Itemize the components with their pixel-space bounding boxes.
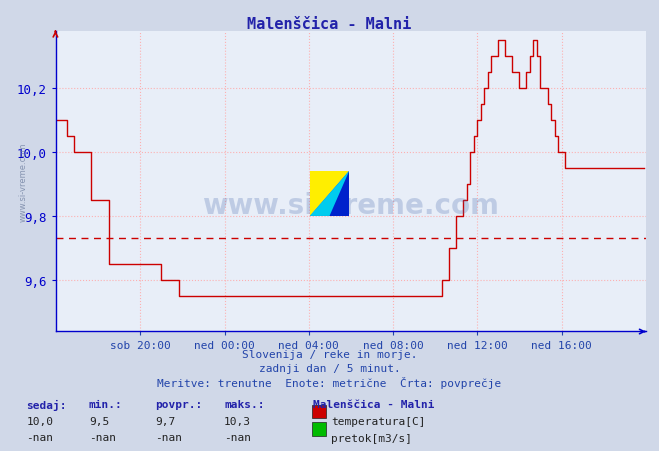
Text: -nan: -nan xyxy=(89,432,116,442)
Text: -nan: -nan xyxy=(224,432,251,442)
Text: Slovenija / reke in morje.: Slovenija / reke in morje. xyxy=(242,350,417,359)
Text: -nan: -nan xyxy=(155,432,182,442)
Text: 10,3: 10,3 xyxy=(224,416,251,426)
Text: 9,7: 9,7 xyxy=(155,416,175,426)
Text: sedaj:: sedaj: xyxy=(26,399,67,410)
Text: temperatura[C]: temperatura[C] xyxy=(331,416,426,426)
Text: pretok[m3/s]: pretok[m3/s] xyxy=(331,433,413,443)
Polygon shape xyxy=(310,171,349,216)
Polygon shape xyxy=(310,171,349,216)
Text: zadnji dan / 5 minut.: zadnji dan / 5 minut. xyxy=(258,363,401,373)
Text: Malenščica - Malni: Malenščica - Malni xyxy=(313,399,434,409)
Text: Meritve: trenutne  Enote: metrične  Črta: povprečje: Meritve: trenutne Enote: metrične Črta: … xyxy=(158,377,501,389)
Text: www.si-vreme.com: www.si-vreme.com xyxy=(202,192,500,220)
Text: min.:: min.: xyxy=(89,399,123,409)
Text: povpr.:: povpr.: xyxy=(155,399,202,409)
Text: maks.:: maks.: xyxy=(224,399,264,409)
Text: 10,0: 10,0 xyxy=(26,416,53,426)
Text: Malenščica - Malni: Malenščica - Malni xyxy=(247,17,412,32)
Text: -nan: -nan xyxy=(26,432,53,442)
Text: 9,5: 9,5 xyxy=(89,416,109,426)
Text: www.si-vreme.com: www.si-vreme.com xyxy=(19,142,28,221)
Polygon shape xyxy=(310,171,349,216)
